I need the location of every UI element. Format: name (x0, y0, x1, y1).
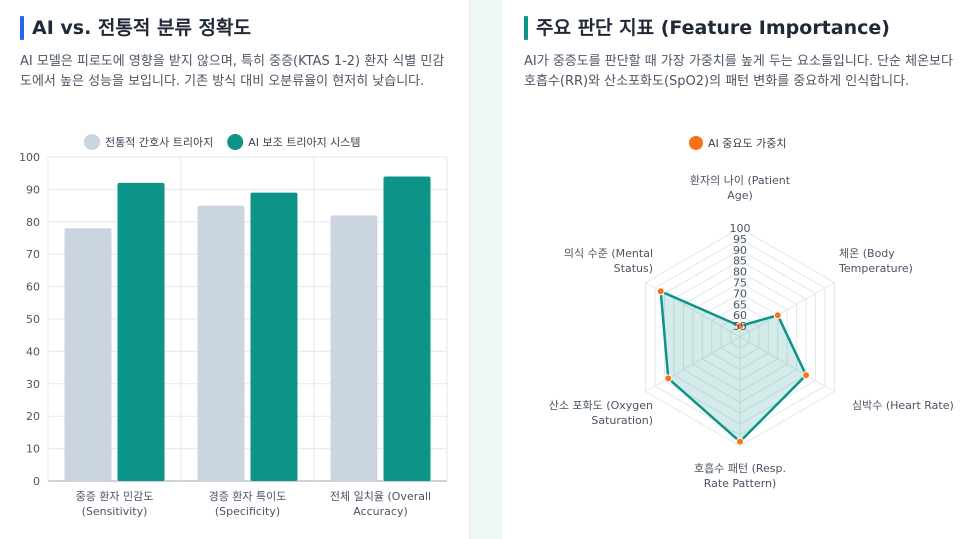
legend-marker-0 (84, 134, 100, 150)
y-tick-label: 60 (26, 281, 40, 294)
y-tick-label: 80 (26, 216, 40, 229)
radar-axis-label: 호흡수 패턴 (Resp. (694, 461, 786, 475)
radar-tick-label: 80 (733, 266, 747, 279)
radar-point-4 (664, 374, 673, 383)
y-tick-label: 20 (26, 410, 40, 423)
x-tick-label: 전체 일치율 (Overall (330, 489, 431, 503)
radar-tick-label: 95 (733, 233, 747, 246)
radar-tick-label: 100 (730, 222, 751, 235)
x-tick-label: 중증 환자 민감도 (76, 490, 154, 503)
radar-axis-label: Temperature) (838, 262, 913, 275)
accuracy-title: AI vs. 전통적 분류 정확도 (20, 14, 251, 42)
radar-spoke (739, 336, 835, 392)
radar-axis-label: 체온 (Body (839, 247, 895, 260)
feature-importance-description: AI가 중증도를 판단할 때 가장 가중치를 높게 두는 요소들입니다. 단순 … (524, 54, 953, 89)
bar-0-1 (197, 205, 245, 481)
radar-point-3 (736, 437, 744, 446)
y-tick-label: 30 (26, 378, 40, 391)
radar-axis-label: Age) (727, 189, 753, 202)
bar-1-1 (250, 192, 298, 481)
radar-tick-label: 75 (733, 277, 747, 290)
bar-0-0 (64, 228, 112, 481)
x-tick-label: (Sensitivity) (82, 505, 148, 518)
radar-axis-label: 심박수 (Heart Rate) (852, 399, 954, 412)
radar-tick-label: 90 (733, 244, 747, 257)
radar-axis-label: 산소 포화도 (Oxygen (549, 399, 653, 412)
y-tick-label: 70 (26, 248, 40, 261)
radar-point-5 (656, 287, 665, 296)
y-tick-label: 50 (26, 313, 40, 326)
radar-tick-label: 65 (733, 298, 747, 311)
radar-tick-label: 55 (733, 320, 747, 333)
y-tick-label: 40 (26, 345, 40, 358)
x-tick-label: 경증 환자 특이도 (209, 490, 287, 503)
bar-1-2 (383, 176, 431, 481)
x-tick-label: (Specificity) (215, 505, 280, 518)
legend-marker-1 (227, 134, 244, 150)
y-tick-label: 0 (33, 475, 40, 488)
feature-importance-title: 주요 판단 지표 (Feature Importance) (524, 14, 890, 42)
radar-axis-label: Rate Pattern) (704, 477, 777, 490)
x-tick-label: Accuracy) (353, 505, 408, 518)
bar-0-2 (330, 215, 378, 481)
radar-axis-label: Saturation) (591, 414, 653, 427)
accuracy-card: AI vs. 전통적 분류 정확도 AI 모델은 피로도에 영향을 받지 않으며… (0, 0, 470, 539)
feature-importance-card: 주요 판단 지표 (Feature Importance) AI가 중증도를 판… (502, 0, 975, 539)
radar-spoke (645, 336, 741, 392)
bar-1-0 (117, 182, 165, 482)
radar-axis-label: 환자의 나이 (Patient (690, 174, 791, 187)
y-tick-label: 10 (26, 443, 40, 456)
accuracy-description: AI 모델은 피로도에 영향을 받지 않으며, 특히 중증(KTAS 1-2) … (20, 54, 445, 89)
radar-point-1 (773, 311, 782, 320)
legend-label-radar: AI 중요도 가중치 (708, 137, 786, 150)
y-tick-label: 90 (26, 183, 40, 196)
radar-point-2 (802, 371, 811, 380)
radar-tick-label: 85 (733, 255, 747, 268)
radar-spoke (739, 282, 835, 338)
y-tick-label: 100 (19, 151, 40, 164)
radar-axis-label: 의식 수준 (Mental (564, 247, 653, 260)
radar-tick-label: 70 (733, 287, 747, 300)
accuracy-bar-chart: 전통적 간호사 트리아지 AI 보조 트리아지 시스템 0 10 20 30 40 50 60 7… (19, 134, 448, 518)
legend-marker-radar (689, 136, 703, 150)
radar-tick-label: 60 (733, 309, 747, 322)
legend-label-0: 전통적 간호사 트리아지 (105, 136, 213, 149)
legend-label-1: AI 보조 트리아지 시스템 (248, 136, 360, 149)
radar-point-0 (736, 322, 744, 331)
radar-axis-label: Status) (614, 262, 653, 275)
